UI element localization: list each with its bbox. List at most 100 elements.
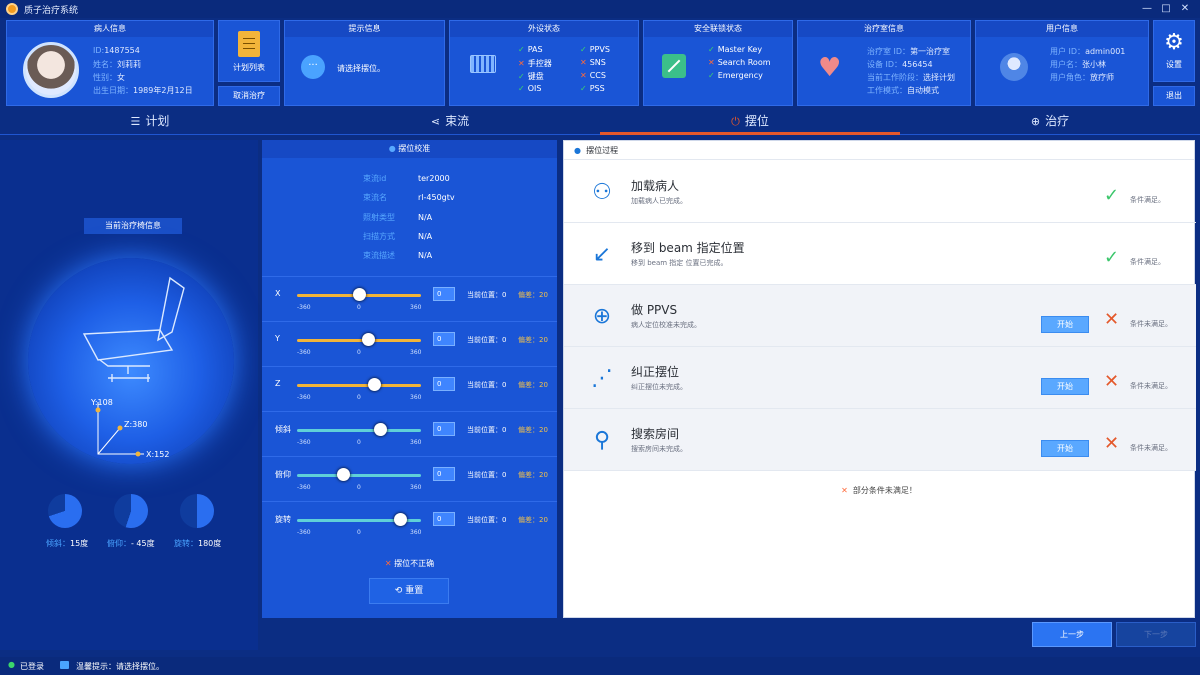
slider-thumb[interactable] [393,513,407,526]
maximize-button[interactable]: □ [1161,3,1171,14]
user-role: 放疗师 [1090,73,1114,82]
peripheral-item: ✓ 键盘 [518,71,544,82]
beam-name: rl-450gtv [418,193,455,202]
plan-list-button[interactable]: 计划列表 [218,20,280,82]
tab-treatment-label: 治疗 [1045,114,1070,128]
current-position: 当前位置：0 [467,381,507,389]
slider-value-input[interactable]: 0 [433,332,455,346]
start-step-button[interactable]: 开始 [1041,440,1089,457]
process-step: ⚲ 搜索房间 搜索房间未完成。 开始 ✕ 条件未满足。 [564,409,1196,471]
slider-thumb[interactable] [336,468,350,481]
safety-label: Emergency [717,71,763,80]
slider-row: 俯仰 -360 0 360 0 当前位置：0 偏差：20 [262,456,557,500]
process-step: ⋰ 纠正摆位 纠正摆位未完成。 开始 ✕ 条件未满足。 [564,347,1196,409]
patient-id-label: ID: [93,46,105,55]
error-icon: ✕ [384,559,392,568]
user-id: admin001 [1085,47,1126,56]
slider-value-input[interactable]: 0 [433,377,455,391]
slider-row: X -360 0 360 0 当前位置：0 偏差：20 [262,276,557,320]
slider-track[interactable] [297,429,421,432]
slider-track[interactable] [297,474,421,477]
tab-bar: ☰ 计划 ⋖ 束流 ⏻ 摆位 ⊕ 治疗 [0,108,1200,136]
tab-positioning[interactable]: ⏻ 摆位 [600,108,900,136]
tab-plan[interactable]: ☰ 计划 [0,108,300,136]
plan-list-label: 计划列表 [233,63,265,72]
peripheral-label: 手控器 [527,59,552,68]
slider-mid-tick: 0 [357,349,361,356]
check-icon: ✓ [1104,247,1120,268]
active-tab-indicator [600,132,900,135]
tab-treatment[interactable]: ⊕ 治疗 [900,108,1200,136]
peripheral-label: PPVS [589,45,610,54]
irradiation-type: N/A [418,213,433,222]
arrow-down-left-icon: ↙ [592,242,612,267]
interlock-icon [662,54,686,78]
rotation-value: 180度 [198,539,222,548]
crosshair-icon: ⊕ [592,304,612,329]
login-status: 已登录 [20,662,44,671]
settings-button[interactable]: ⚙ 设置 [1153,20,1195,82]
slider-value-input[interactable]: 0 [433,422,455,436]
start-step-button[interactable]: 开始 [1041,378,1089,395]
deviation-value: 20 [539,336,548,344]
slider-row: 旋转 -360 0 360 0 当前位置：0 偏差：20 [262,501,557,545]
slider-min-tick: -360 [297,484,311,491]
calibration-title: 摆位校准 [398,144,431,153]
slider-thumb[interactable] [374,423,388,436]
plan-list-icon [238,31,260,57]
deviation-value: 20 [539,381,548,389]
safety-item: ✓ Emergency [708,71,763,80]
chat-bubble-icon: ··· [301,55,325,79]
slider-thumb[interactable] [367,378,381,391]
peripheral-item: ✕ 手控器 [518,58,552,69]
step-description: 加载病人已完成。 [631,197,687,205]
couch-info-title: 当前治疗椅信息 [84,218,182,234]
status-hint: 温馨提示：请选择摆位。 [76,662,164,671]
next-step-button[interactable]: 下一步 [1116,622,1196,647]
process-title: 摆位过程 [586,146,619,155]
reset-button[interactable]: ⟲ 重置 [369,578,449,604]
slider-thumb[interactable] [353,288,366,301]
safety-label: Search Room [717,58,771,67]
mode-label: 工作模式： [867,86,907,95]
status-mark-icon: ✓ [708,45,715,54]
tilt-value: 15度 [70,539,89,548]
z-coordinate: Z:380 [124,420,148,429]
peripheral-status-panel: 外设状态 ✓ PAS ✕ 手控器 ✓ 键盘 ✓ OIS ✓ PPVS ✕ SNS ✕ CCS ✓ PSS [449,20,639,106]
peripheral-label: OIS [527,84,542,93]
tab-beam[interactable]: ⋖ 束流 [300,108,600,136]
logout-button[interactable]: 退出 [1153,86,1195,106]
close-button[interactable]: ✕ [1180,3,1190,14]
safety-interlock-panel: 安全联锁状态 ✓ Master Key ✕ Search Room ✓ Emergency [643,20,793,106]
slider-max-tick: 360 [410,304,422,311]
step-title: 搜索房间 [631,427,680,441]
prev-step-button[interactable]: 上一步 [1032,622,1112,647]
header-dot-icon: ● [388,144,396,153]
slider-name: Y [275,334,280,343]
slider-track[interactable] [297,384,421,387]
slider-value-input[interactable]: 0 [433,512,455,526]
slider-mid-tick: 0 [357,394,361,401]
step-title: 加载病人 [631,179,680,193]
tab-positioning-label: 摆位 [744,114,769,128]
peripheral-item: ✓ PSS [580,84,605,93]
start-step-button[interactable]: 开始 [1041,316,1089,333]
add-user-icon: ⚇ [592,180,612,205]
scan-mode-label: 扫描方式 [363,232,395,241]
step-description: 移到 beam 指定 位置已完成。 [631,259,728,267]
share-icon: ⋖ [430,115,441,128]
peripheral-item: ✓ PAS [518,45,543,54]
rotation-label: 旋转： [174,539,198,548]
slider-track[interactable] [297,519,421,522]
process-step: ⊕ 做 PPVS 病人定位校准未完成。 开始 ✕ 条件未满足。 [564,285,1196,347]
slider-thumb[interactable] [361,333,375,346]
slider-value-input[interactable]: 0 [433,287,455,301]
status-bar: ● 已登录 温馨提示：请选择摆位。 [0,657,1200,675]
slider-track[interactable] [297,339,421,342]
x-coordinate: X:152 [146,450,170,459]
slider-mid-tick: 0 [357,304,361,311]
cancel-treatment-button[interactable]: 取消治疗 [218,86,280,106]
refresh-icon: ⟲ [394,586,403,596]
minimize-button[interactable]: — [1142,3,1152,14]
slider-value-input[interactable]: 0 [433,467,455,481]
